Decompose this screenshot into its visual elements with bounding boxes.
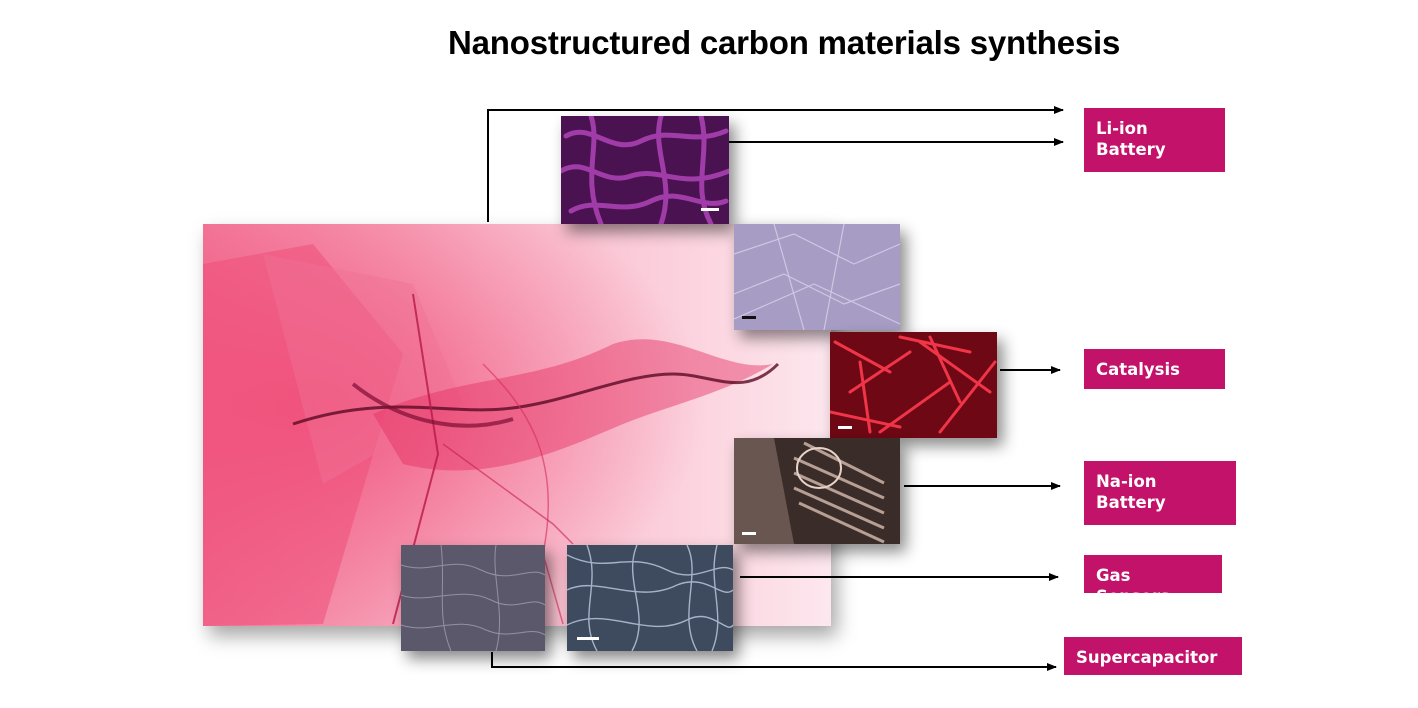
supercapacitor-label: Supercapacitor: [1064, 637, 1242, 675]
arrow-grey-to-supercapacitor: [491, 652, 1057, 671]
page-title: Nanostructured carbon materials synthesi…: [448, 24, 1121, 61]
na-ion-battery-label: Na-ion Battery: [1084, 461, 1236, 525]
red-crystal-micrograph: [830, 332, 997, 438]
lavender-sheet-micrograph: [734, 224, 900, 330]
catalysis-label: Catalysis: [1084, 349, 1225, 389]
brown-tube-array-micrograph: [734, 438, 900, 544]
li-ion-battery-label: Li-ion Battery: [1084, 108, 1225, 172]
gas-sensors-label: Gas Sensors: [1084, 555, 1222, 606]
purple-fiber-micrograph: [561, 116, 729, 224]
blue-network-micrograph: [567, 545, 733, 651]
graphene-sheet-micrograph: [203, 224, 831, 626]
grey-film-micrograph: [401, 545, 545, 651]
